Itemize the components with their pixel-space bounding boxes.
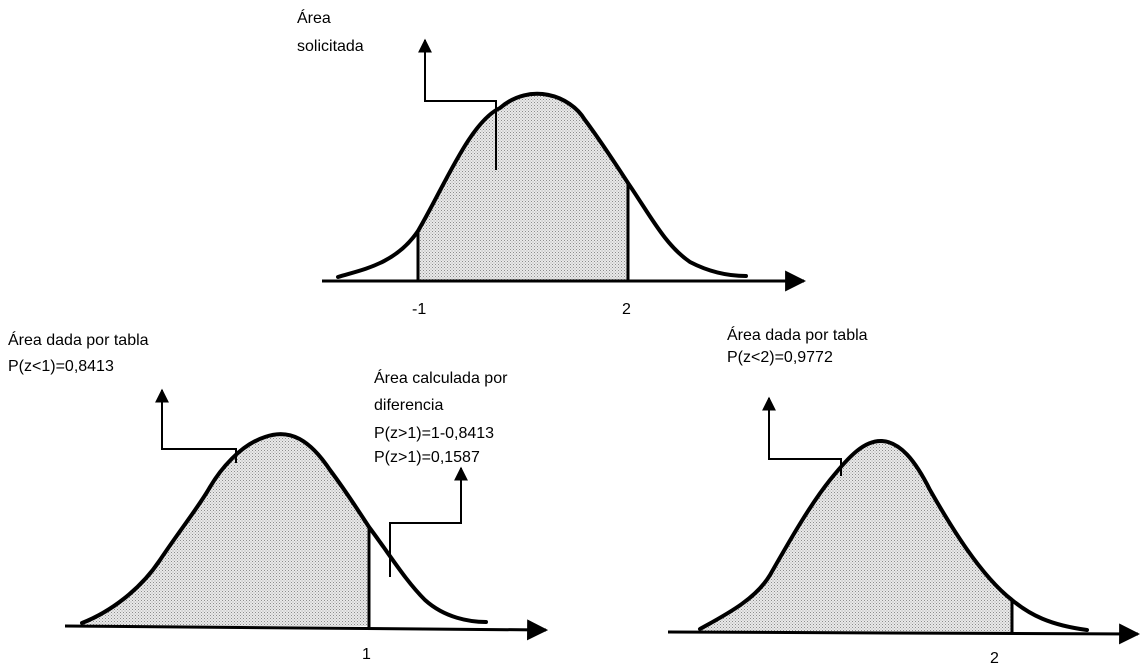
right-tick-label: 2 xyxy=(990,650,999,667)
top-panel: Área solicitada -1 2 xyxy=(297,8,807,318)
top-tick-label-left: -1 xyxy=(412,301,426,318)
top-callout-leader xyxy=(418,38,497,170)
right-table-callout-line2: P(z<2)=0,9772 xyxy=(727,349,833,366)
left-diff-callout-line2: diferencia xyxy=(374,397,443,414)
left-shaded-area xyxy=(82,434,369,626)
left-panel: Área dada por tabla P(z<1)=0,8413 Área c… xyxy=(8,330,549,663)
top-callout-label-line1: Área xyxy=(297,8,331,27)
right-panel: Área dada por tabla P(z<2)=0,9772 2 xyxy=(667,325,1141,667)
left-diff-callout-leader xyxy=(389,466,468,577)
top-shaded-area xyxy=(418,93,628,280)
left-table-callout-line2: P(z<1)=0,8413 xyxy=(8,358,114,375)
left-diff-callout-line3: P(z>1)=1-0,8413 xyxy=(374,425,494,442)
left-normal-curve xyxy=(80,432,488,625)
right-table-callout-leader xyxy=(762,396,842,476)
left-diff-callout-line1: Área calculada por xyxy=(374,368,508,387)
right-axis xyxy=(667,623,1141,645)
top-normal-curve xyxy=(336,91,748,279)
left-tick-label: 1 xyxy=(362,646,371,663)
left-table-callout-line1: Área dada por tabla xyxy=(8,330,149,349)
left-axis xyxy=(64,619,549,641)
right-shaded-area xyxy=(700,440,1012,632)
right-normal-curve xyxy=(698,438,1089,632)
right-table-callout-line1: Área dada por tabla xyxy=(727,325,868,344)
left-table-callout-leader xyxy=(155,388,237,463)
top-tick-label-right: 2 xyxy=(622,301,631,318)
top-callout-label-line2: solicitada xyxy=(297,38,364,55)
left-diff-callout-line4: P(z>1)=0,1587 xyxy=(374,449,480,466)
